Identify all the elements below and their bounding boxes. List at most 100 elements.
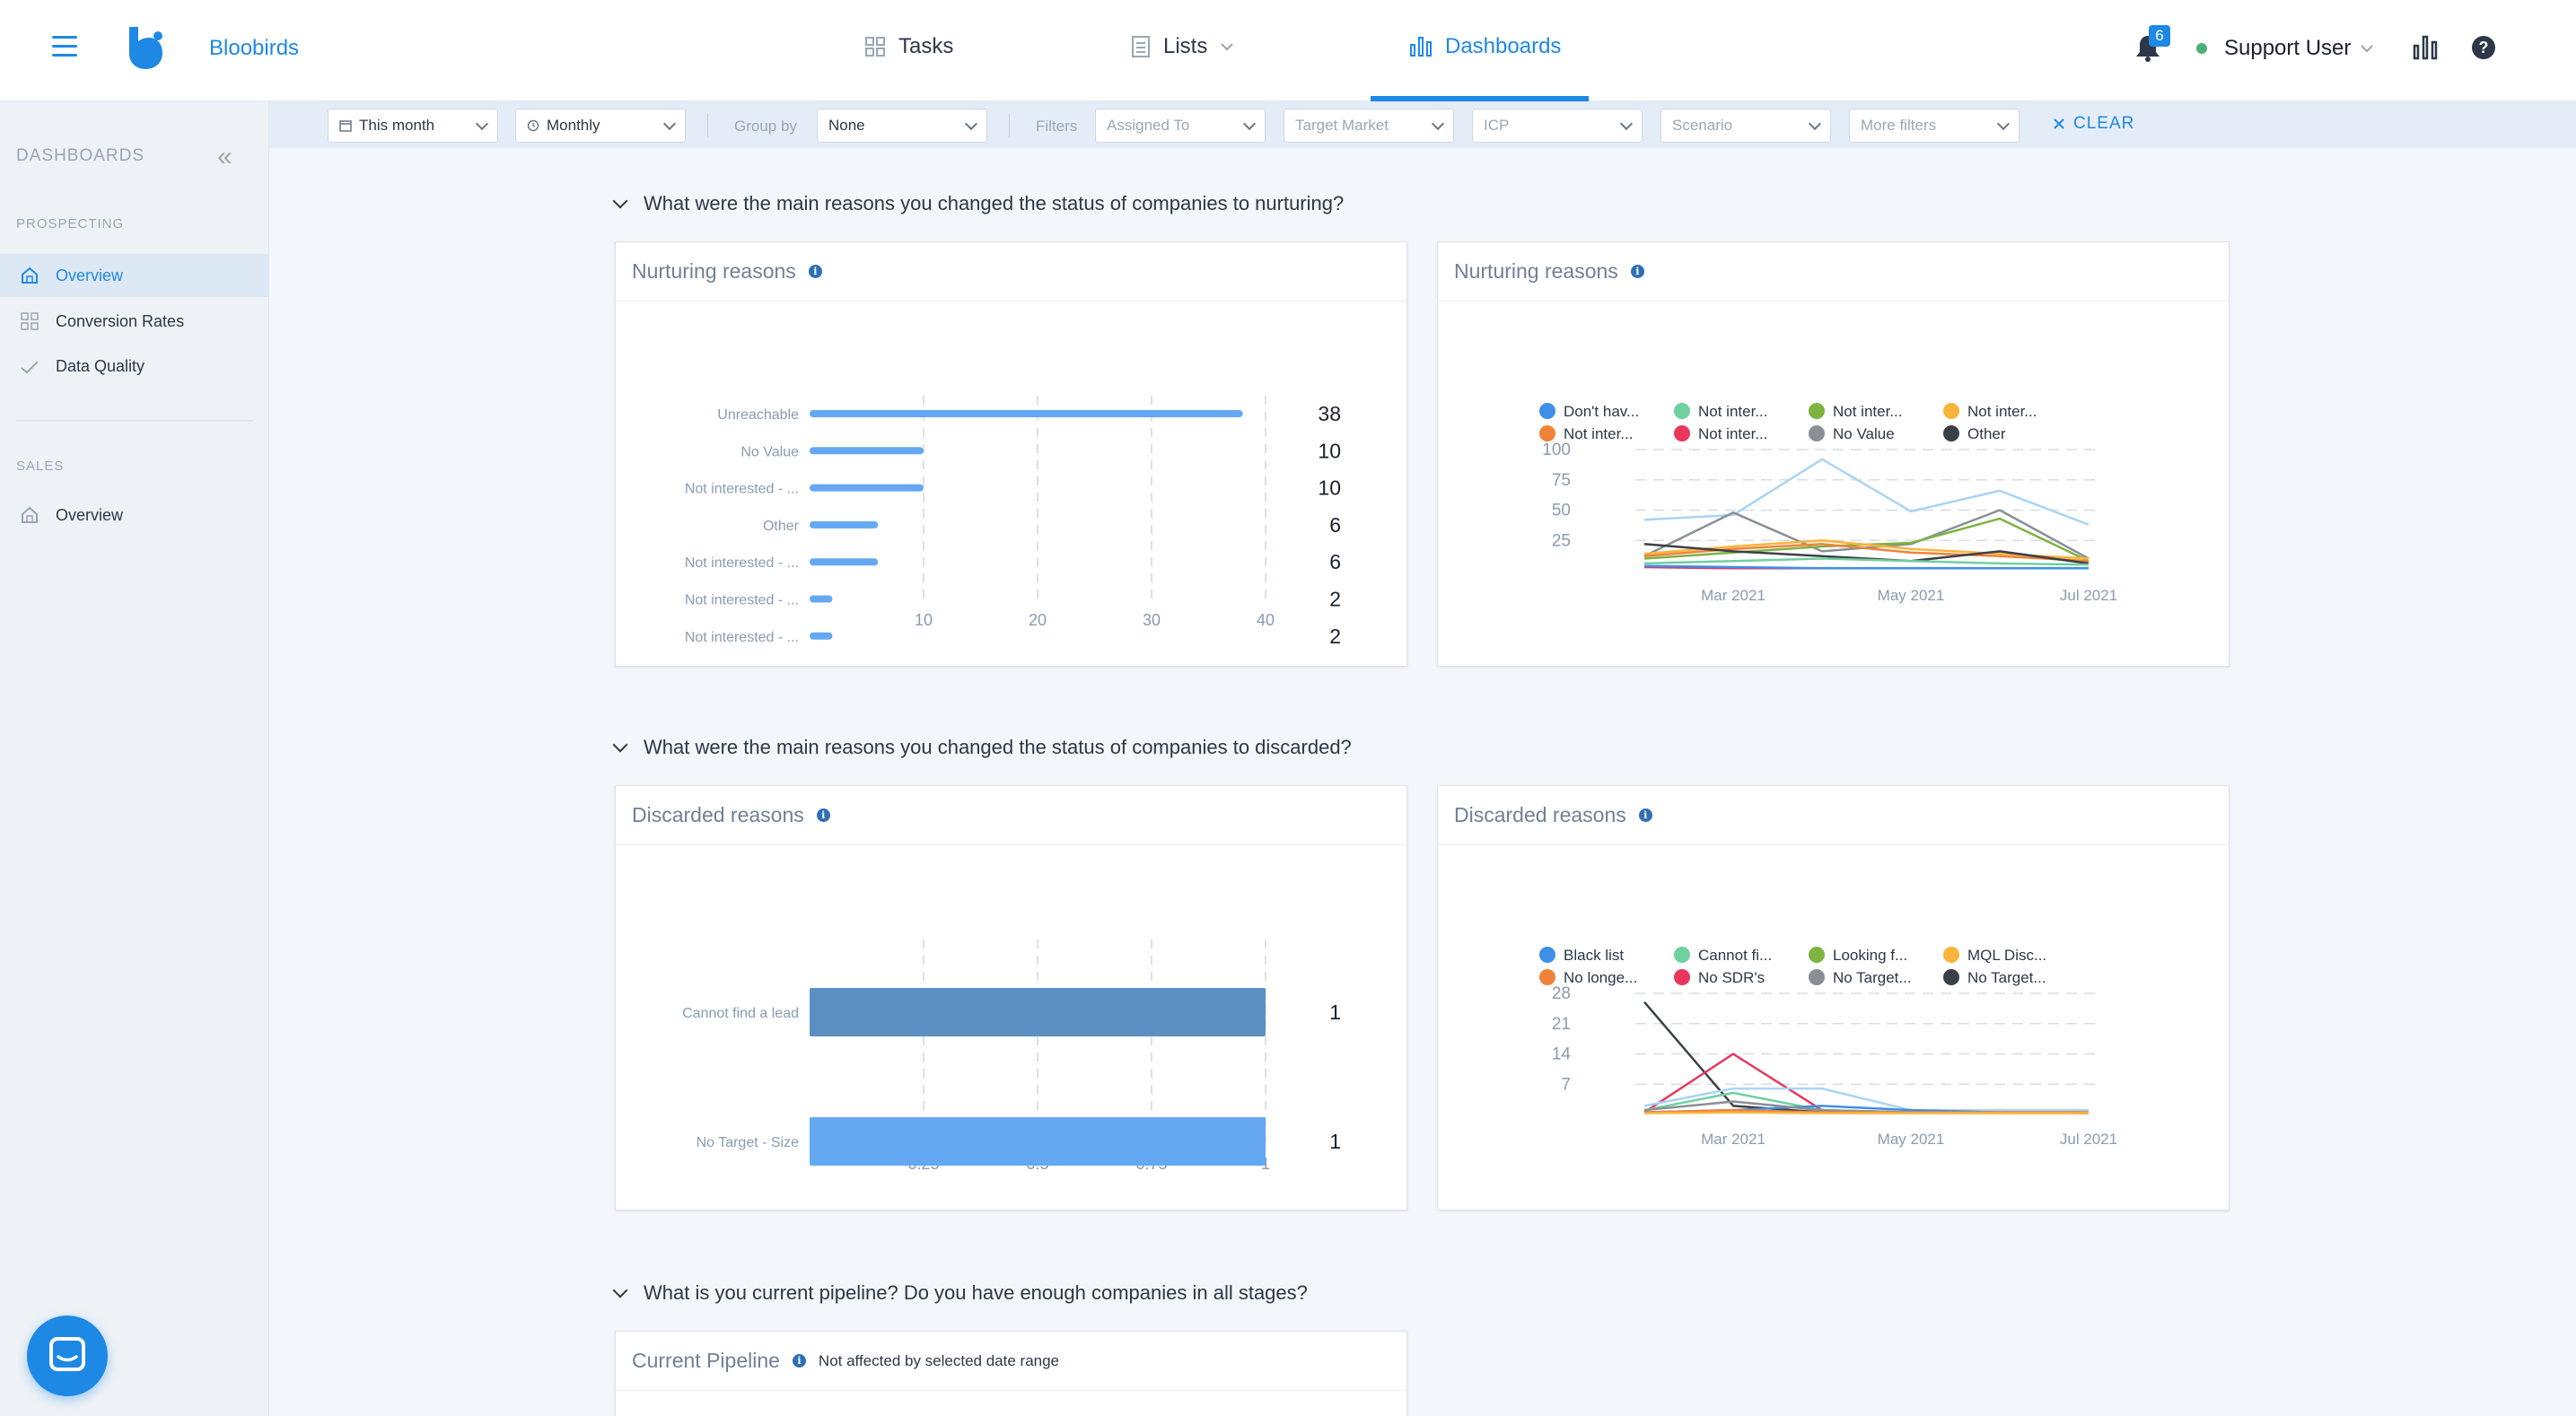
bar — [810, 484, 924, 492]
legend-swatch — [1539, 425, 1555, 441]
legend-label: Black list — [1564, 947, 1624, 964]
filter-divider — [1009, 114, 1010, 137]
category-label: No Target - Size — [697, 1135, 800, 1150]
help-icon[interactable]: ? — [2470, 34, 2497, 61]
series-line — [1643, 458, 2090, 526]
card-title: Discarded reasons — [1454, 803, 1626, 826]
legend-label: No longe... — [1564, 969, 1637, 986]
bar — [810, 447, 924, 455]
bloobirds-logo[interactable] — [126, 25, 163, 70]
card-title: Nurturing reasons — [1454, 259, 1618, 283]
y-tick-label: 100 — [1542, 441, 1571, 459]
legend-swatch — [1674, 947, 1690, 963]
home-icon — [22, 267, 38, 284]
nav-lists-label: Lists — [1163, 34, 1208, 58]
nav-lists[interactable]: Lists — [1131, 34, 1234, 59]
bar — [810, 595, 833, 603]
data-label: 2 — [1329, 625, 1341, 648]
legend-swatch — [1539, 947, 1555, 963]
x-tick-label: 30 — [1143, 611, 1161, 629]
legend-swatch — [1674, 969, 1690, 985]
assigned-to-select[interactable]: Assigned To — [1095, 109, 1266, 143]
user-name: Support User — [2224, 36, 2352, 60]
card-title: Current Pipeline — [632, 1349, 780, 1372]
card-header: Nurturing reasons i — [1438, 242, 2229, 302]
top-navigation-bar: Bloobirds Tasks Lists Dashboards 6 Suppo… — [0, 0, 2576, 101]
clear-label: CLEAR — [2073, 114, 2135, 133]
category-label: Cannot find a lead — [682, 1006, 799, 1021]
group-by-select[interactable]: None — [817, 109, 987, 143]
info-icon[interactable]: i — [1630, 265, 1644, 278]
discarded-bar-card: Discarded reasons i 0.250.50.751Cannot f… — [615, 785, 1407, 1211]
target-market-select[interactable]: Target Market — [1284, 109, 1454, 143]
question-discarded[interactable]: What were the main reasons you changed t… — [612, 736, 1352, 759]
legend-label: No Target... — [1967, 969, 2046, 986]
sidebar-item-sales-overview[interactable]: Overview — [0, 494, 269, 537]
card-header: Discarded reasons i — [1438, 786, 2229, 845]
legend-swatch — [1809, 969, 1825, 985]
question-pipeline[interactable]: What is you current pipeline? Do you hav… — [612, 1281, 1308, 1305]
info-icon[interactable]: i — [808, 265, 822, 278]
data-label: 38 — [1318, 402, 1341, 425]
sidebar-item-overview[interactable]: Overview — [0, 254, 269, 297]
bar — [810, 558, 879, 566]
clock-icon — [527, 119, 539, 132]
legend-label: Not inter... — [1698, 425, 1767, 442]
more-filters-select[interactable]: More filters — [1849, 109, 2020, 143]
more-filters-placeholder: More filters — [1861, 117, 1937, 134]
nurturing-line-chart: Don't hav... Not inter... Not inter... Not … — [1539, 403, 2117, 604]
collapse-sidebar-icon[interactable]: « — [217, 142, 232, 171]
user-menu[interactable]: Support User — [2224, 36, 2374, 61]
chevron-down-icon — [612, 1282, 628, 1298]
sidebar-item-label: Conversion Rates — [56, 311, 185, 330]
home-icon — [22, 506, 38, 523]
data-label: 6 — [1329, 550, 1341, 573]
sidebar-item-data-quality[interactable]: Data Quality — [0, 345, 269, 388]
info-icon[interactable]: i — [1638, 809, 1652, 822]
brand-name[interactable]: Bloobirds — [209, 36, 300, 60]
card-header: Discarded reasons i — [616, 786, 1406, 845]
menu-icon[interactable] — [52, 36, 77, 57]
legend-swatch — [1943, 947, 1959, 963]
sidebar-item-label: Overview — [56, 505, 124, 524]
question-text: What were the main reasons you changed t… — [644, 192, 1345, 214]
scenario-select[interactable]: Scenario — [1660, 109, 1831, 143]
icp-select[interactable]: ICP — [1472, 109, 1643, 143]
category-label: Not interested - ... — [685, 630, 799, 645]
legend-label: Not inter... — [1698, 403, 1767, 420]
info-icon[interactable]: i — [792, 1354, 806, 1368]
bar — [810, 988, 1266, 1036]
data-label: 2 — [1329, 588, 1341, 611]
legend-swatch — [1539, 403, 1555, 419]
nav-dashboards[interactable]: Dashboards — [1409, 34, 1561, 59]
data-label: 10 — [1318, 439, 1341, 462]
series-line — [1643, 543, 2090, 565]
legend-swatch — [1943, 969, 1959, 985]
sidebar-item-conversion-rates[interactable]: Conversion Rates — [0, 300, 269, 343]
date-range-select[interactable]: This month — [328, 109, 498, 143]
chat-launcher-button[interactable] — [27, 1315, 108, 1396]
tasks-icon — [865, 37, 885, 57]
assigned-to-placeholder: Assigned To — [1107, 117, 1190, 134]
scenario-placeholder: Scenario — [1672, 117, 1733, 134]
online-status-dot — [2196, 43, 2207, 54]
question-nurturing[interactable]: What were the main reasons you changed t… — [612, 192, 1345, 215]
nav-tasks[interactable]: Tasks — [864, 34, 953, 59]
y-tick-label: 28 — [1552, 984, 1571, 1003]
category-label: Not interested - ... — [685, 482, 799, 497]
clear-filters-button[interactable]: CLEAR — [2054, 114, 2134, 134]
bar-chart-icon[interactable] — [2412, 34, 2439, 61]
sidebar-section-prospecting: PROSPECTING — [16, 216, 125, 232]
check-icon — [21, 361, 39, 374]
x-tick-label: 10 — [915, 611, 933, 629]
bar — [810, 632, 833, 640]
period-select[interactable]: Monthly — [515, 109, 686, 143]
chevron-down-icon — [1221, 43, 1234, 51]
notification-badge: 6 — [2149, 25, 2170, 47]
x-tick-label: Mar 2021 — [1701, 587, 1766, 604]
sidebar-item-label: Overview — [56, 266, 124, 284]
calendar-icon — [339, 120, 352, 132]
series-line — [1643, 1087, 2089, 1112]
card-title: Discarded reasons — [632, 803, 804, 826]
info-icon[interactable]: i — [816, 809, 830, 822]
